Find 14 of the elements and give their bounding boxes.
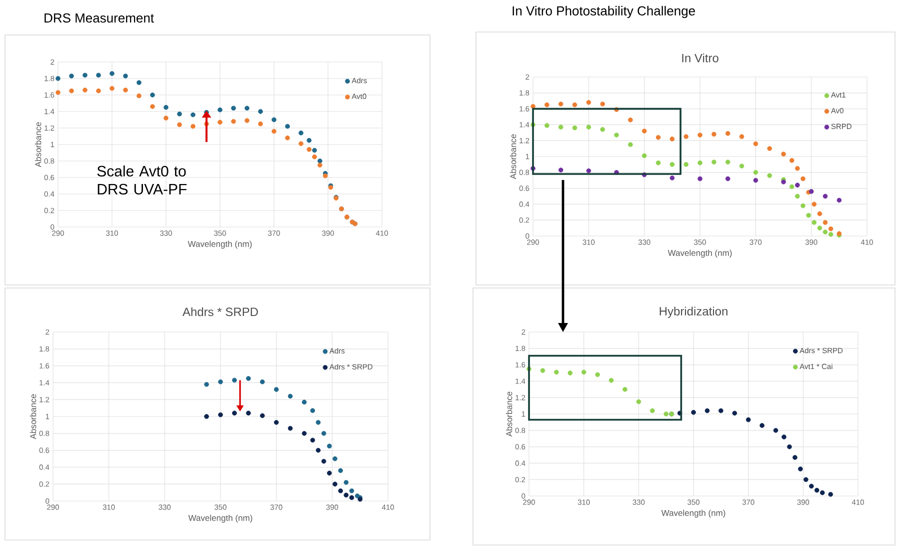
chart-title: Hybridization	[660, 306, 728, 318]
y-axis-title: Absorbance	[510, 134, 516, 180]
x-axis-title: Wavelength (nm)	[188, 240, 252, 249]
annotation: Scale Avt0 to DRS UVA-PF	[97, 165, 187, 194]
chart-title: Ahdrs * SRPD	[182, 307, 258, 316]
y-axis-title: Absorbance	[506, 392, 512, 437]
x-axis-title: Wavelength (nm)	[188, 514, 252, 523]
chart-title: DRS Measurement	[44, 13, 154, 23]
x-axis-title: Wavelength (nm)	[661, 510, 726, 518]
y-axis-title: Absorbance	[34, 122, 42, 168]
y-axis-title: Absorbance	[30, 394, 36, 440]
chart-title: In Vitro	[682, 54, 718, 62]
text: In Vitro Photostability Challenge	[512, 6, 695, 18]
x-axis-title: Wavelength (nm)	[668, 250, 732, 258]
